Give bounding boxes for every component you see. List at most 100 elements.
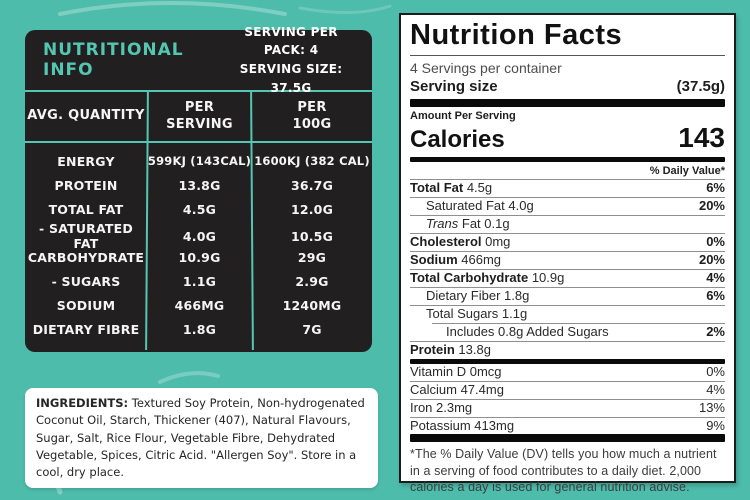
table-body: ENERGY 599KJ (143CAL) 1600KJ (382 CAL) P… [25, 143, 372, 341]
nutrient-amount: Saturated Fat 4.0g [426, 198, 534, 214]
nutrient-name: Sodium [410, 252, 458, 268]
per-100g-value: 12.0G [290, 201, 334, 217]
nutritional-info-title: NUTRITIONAL INFO [43, 40, 184, 80]
nutrient-name: - SUGARS [51, 273, 121, 289]
row-saturated-fat: Saturated Fat 4.0g 20% [410, 197, 725, 215]
per-100g-value: 1240MG [282, 297, 342, 313]
table-row-protein: PROTEIN 13.8G 36.7G [25, 173, 372, 197]
table-row-carbohydrate: CARBOHYDRATE 10.9G 29G [25, 245, 372, 269]
nutritional-info-panel: NUTRITIONAL INFO SERVING PER PACK: 4 SER… [25, 25, 372, 352]
row-protein: Protein 13.8g [410, 340, 725, 359]
row-added-sugars: Includes 0.8g Added Sugars 2% [432, 322, 725, 341]
calories-label: Calories [410, 126, 505, 154]
nutrient-name: Total Fat [410, 180, 464, 196]
serving-per-pack: SERVING PER PACK: 4 [244, 24, 338, 58]
per-serving-value: 10.9G [178, 249, 221, 265]
nutrient-name: Cholesterol [410, 234, 482, 250]
row-cholesterol: Cholesterol 0mg 0% [410, 233, 725, 251]
daily-value: 6% [706, 287, 725, 303]
ingredients-text: Textured Soy Protein, Non-hydrogenated C… [36, 396, 365, 479]
ingredients-label: INGREDIENTS: [36, 396, 129, 410]
daily-value: 20% [698, 252, 725, 268]
nutrient-name: CARBOHYDRATE [27, 249, 145, 265]
nutrient-name: Protein [410, 341, 455, 357]
serving-size-label: Serving size [410, 78, 498, 96]
row-iron: Iron 2.3mg 13% [410, 398, 725, 417]
nutrient-name: PROTEIN [54, 177, 118, 193]
nutrient-name: ENERGY [57, 153, 115, 169]
section-divider-bar [410, 99, 725, 108]
per-100g-value: 7G [302, 321, 322, 337]
nutrition-facts-panel: Nutrition Facts 4 Servings per container… [399, 13, 736, 494]
table-row-total-fat: TOTAL FAT 4.5G 12.0G [25, 197, 372, 221]
daily-value: 9% [706, 417, 725, 433]
per-serving-value: 466MG [174, 297, 225, 313]
nutrient-amount: 13.8g [454, 341, 491, 357]
nutrition-facts-title: Nutrition Facts [410, 19, 725, 57]
nutrient-name: TOTAL FAT [48, 201, 124, 217]
per-100g-value: 29G [297, 249, 327, 265]
daily-value: 13% [698, 399, 725, 415]
per-100g-value: 10.5G [290, 228, 334, 244]
ingredients-box: INGREDIENTS: Textured Soy Protein, Non-h… [25, 388, 378, 489]
nutrient-name: Trans [426, 216, 459, 232]
row-trans-fat: Trans Fat 0.1g [410, 215, 725, 233]
table-row-saturated-fat: - SATURATED FAT 4.0G 10.5G [25, 221, 372, 251]
nutrient-amount: Potassium 413mg [410, 417, 515, 433]
row-sodium: Sodium 466mg 20% [410, 251, 725, 269]
servings-per-container: 4 Servings per container [410, 60, 562, 77]
nutrient-amount: Dietary Fiber 1.8g [426, 287, 530, 303]
daily-value: 4% [706, 381, 725, 397]
nutrient-amount: Total Sugars 1.1g [426, 305, 528, 321]
nutrient-amount: 10.9g [528, 270, 565, 286]
row-potassium: Potassium 413mg 9% [410, 416, 725, 435]
section-divider-bar [410, 434, 725, 443]
section-divider-bar [410, 157, 725, 163]
nutrient-amount: Calcium 47.4mg [410, 381, 504, 397]
col-header-per-serving: PER SERVING [166, 100, 233, 132]
col-header-avg-quantity: AVG. QUANTITY [27, 108, 145, 124]
row-total-sugars: Total Sugars 1.1g [410, 304, 725, 323]
per-serving-value: 13.8G [178, 177, 221, 193]
nutrient-amount: 4.5g [463, 180, 493, 196]
daily-value-footnote: *The % Daily Value (DV) tells you how mu… [410, 447, 717, 494]
per-serving-value: 1.8G [182, 321, 217, 337]
per-100g-value: 36.7G [290, 177, 334, 193]
per-100g-value: 1600KJ (382 CAL) [254, 154, 370, 168]
serving-size-value: (37.5g) [676, 78, 725, 96]
nutrient-amount: Fat 0.1g [458, 216, 510, 232]
nutrient-amount: Iron 2.3mg [410, 399, 473, 415]
nutrient-name: DIETARY FIBRE [32, 321, 140, 337]
serving-size-row: Serving size (37.5g) [410, 77, 725, 99]
daily-value: 4% [706, 270, 725, 286]
per-serving-value: 4.5G [182, 201, 217, 217]
daily-value: 20% [698, 198, 725, 214]
per-100g-value: 2.9G [295, 273, 329, 289]
nutrient-name: SODIUM [56, 297, 116, 313]
row-total-carbohydrate: Total Carbohydrate 10.9g 4% [410, 269, 725, 287]
serving-info: SERVING PER PACK: 4 SERVING SIZE: 37.5G [222, 23, 360, 97]
row-vitamin-d: Vitamin D 0mcg 0% [410, 364, 725, 381]
nutrient-amount: Includes 0.8g Added Sugars [446, 323, 609, 339]
daily-value: 0% [706, 234, 725, 250]
table-row-energy: ENERGY 599KJ (143CAL) 1600KJ (382 CAL) [25, 149, 372, 173]
amount-per-serving-label: Amount Per Serving [410, 110, 516, 123]
nutrition-table: AVG. QUANTITY PER SERVING PER 100G ENERG… [25, 91, 372, 351]
serving-size: SERVING SIZE: 37.5G [239, 62, 343, 95]
nutritional-info-header: NUTRITIONAL INFO SERVING PER PACK: 4 SER… [25, 25, 372, 95]
nutrient-name: - SATURATED FAT [39, 221, 133, 251]
row-dietary-fiber: Dietary Fiber 1.8g 6% [410, 286, 725, 305]
per-serving-value: 599KJ (143CAL) [147, 154, 252, 168]
daily-value: 0% [706, 363, 725, 379]
table-row-sugars: - SUGARS 1.1G 2.9G [25, 269, 372, 293]
row-calcium: Calcium 47.4mg 4% [410, 380, 725, 399]
row-total-fat: Total Fat 4.5g 6% [410, 179, 725, 197]
daily-value-header: % Daily Value* [649, 165, 725, 178]
calories-row: Calories 143 [410, 122, 725, 157]
per-serving-value: 1.1G [182, 273, 217, 289]
table-header-row: AVG. QUANTITY PER SERVING PER 100G [25, 92, 372, 143]
nutrient-amount: 466mg [457, 252, 502, 268]
nutrient-amount: Vitamin D 0mcg [410, 363, 502, 379]
calories-value: 143 [678, 122, 725, 154]
